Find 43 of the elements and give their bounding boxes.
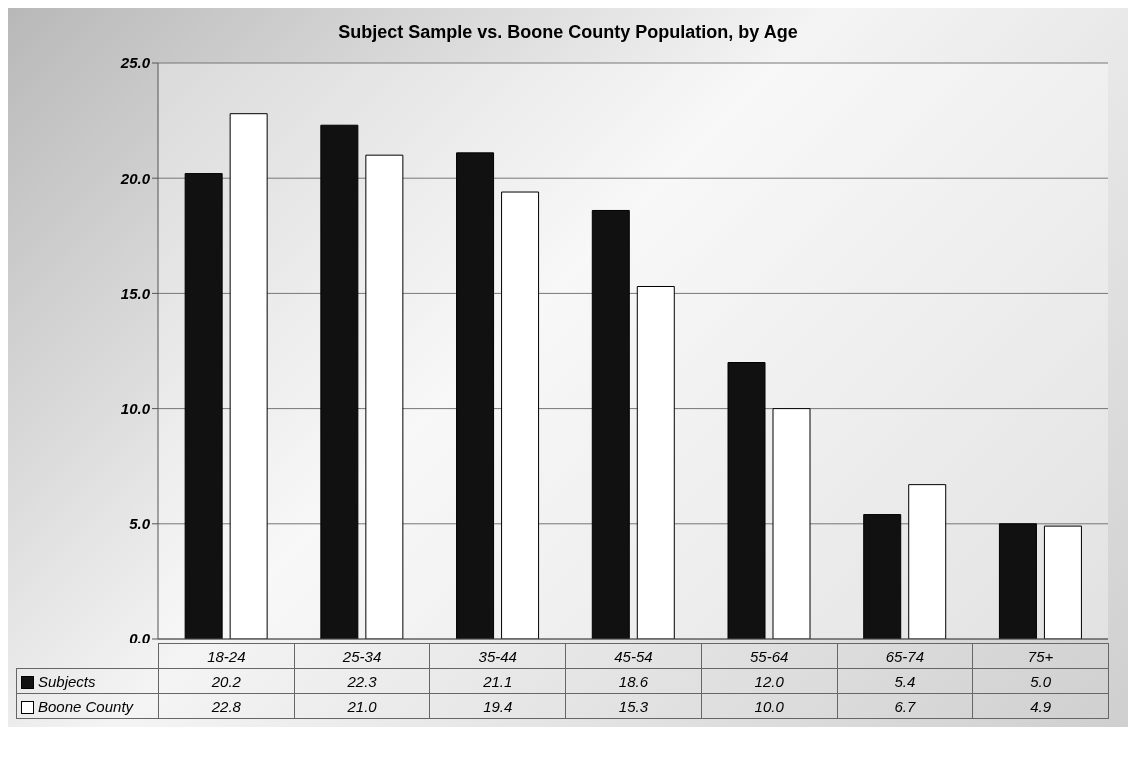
bar xyxy=(636,285,675,639)
x-tick-label: 75+ xyxy=(972,643,1109,669)
bar xyxy=(229,113,268,639)
data-label: 21.0 xyxy=(294,693,430,719)
bar xyxy=(772,408,811,639)
x-tick-label: 35-44 xyxy=(429,643,566,669)
data-label: 5.0 xyxy=(972,668,1109,694)
bar xyxy=(501,191,540,639)
x-tick-label: 45-54 xyxy=(565,643,702,669)
y-tick-label: 10.0 xyxy=(120,399,151,417)
bar xyxy=(591,209,630,639)
data-label: 12.0 xyxy=(701,668,838,694)
y-tick-label: 5.0 xyxy=(129,515,151,533)
y-tick-label: 15.0 xyxy=(120,284,151,302)
bar xyxy=(863,514,902,639)
bar xyxy=(908,484,947,639)
bar xyxy=(1043,525,1082,639)
x-tick-label: 65-74 xyxy=(837,643,973,669)
bar xyxy=(365,154,404,639)
data-label: 20.2 xyxy=(158,668,295,694)
data-label: 22.8 xyxy=(158,693,295,719)
data-label: 19.4 xyxy=(429,693,566,719)
data-label: 6.7 xyxy=(837,693,973,719)
data-label: 22.3 xyxy=(294,668,430,694)
legend-label: Subjects xyxy=(16,668,159,694)
data-label: 21.1 xyxy=(429,668,566,694)
chart-title: Subject Sample vs. Boone County Population, by Age xyxy=(337,21,799,43)
bar xyxy=(184,173,223,639)
bar xyxy=(727,362,766,639)
x-tick-label: 25-34 xyxy=(294,643,430,669)
x-tick-label: 18-24 xyxy=(158,643,295,669)
legend-label: Boone County xyxy=(16,693,159,719)
data-label: 10.0 xyxy=(701,693,838,719)
data-label: 15.3 xyxy=(565,693,702,719)
y-tick-label: 20.0 xyxy=(119,169,151,187)
bar xyxy=(456,152,495,639)
x-tick-label: 55-64 xyxy=(701,643,838,669)
data-label: 5.4 xyxy=(837,668,973,694)
y-tick-label: 25.0 xyxy=(119,54,151,72)
bar xyxy=(320,124,359,639)
bar xyxy=(998,523,1037,639)
data-label: 18.6 xyxy=(565,668,702,694)
data-label: 4.9 xyxy=(972,693,1109,719)
